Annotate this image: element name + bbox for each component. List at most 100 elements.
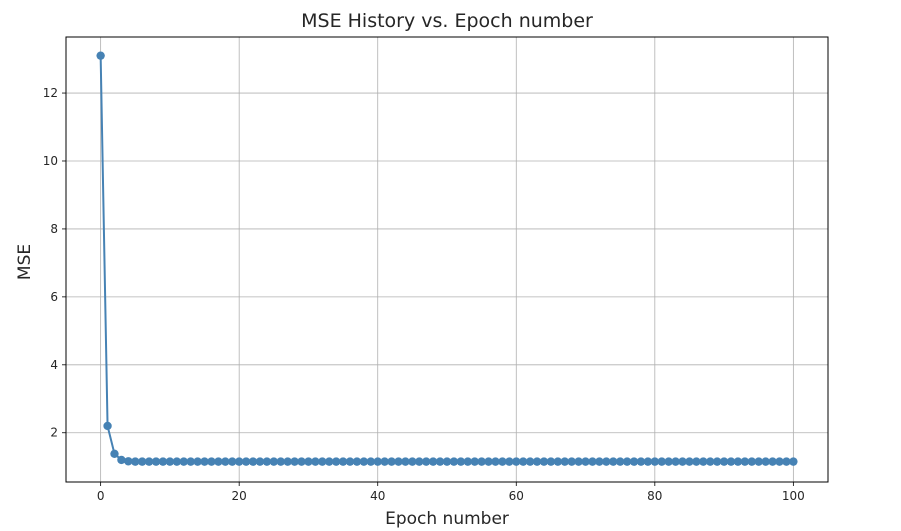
data-point [525,457,535,466]
data-point [234,457,244,466]
data-point [304,457,313,466]
data-point [387,457,396,466]
data-point [200,457,209,466]
data-point [519,457,528,466]
data-point [422,457,431,466]
x-tick-label: 40 [370,489,385,503]
data-point [491,457,500,466]
data-point [151,457,161,466]
data-point [241,457,251,466]
data-point [428,457,438,466]
plot-frame [65,36,829,483]
data-point [144,457,154,466]
data-point [248,457,258,466]
data-point [650,457,660,466]
y-tick-label: 12 [43,86,58,100]
y-axis-label: MSE [15,244,35,280]
data-point [609,457,618,466]
data-point [546,457,556,466]
x-tick-label: 20 [232,489,247,503]
data-point [165,457,175,466]
data-point [96,51,105,60]
x-tick-label: 60 [509,489,524,503]
chart-title: MSE History vs. Epoch number [301,10,593,32]
data-point [615,457,625,466]
data-point [124,457,133,466]
data-point [761,457,770,466]
data-point [449,457,459,466]
data-point [172,457,182,466]
data-point [512,457,521,466]
y-tick-label: 6 [50,290,58,304]
data-point [325,457,334,466]
data-point [193,457,202,466]
data-point [692,457,701,466]
y-tick-label: 2 [50,426,58,440]
data-point [664,457,673,466]
data-point [636,457,646,466]
y-tick-label: 8 [50,222,58,236]
y-tick-label: 4 [50,358,58,372]
data-point [685,457,694,466]
data-point [415,457,424,466]
data-point [740,457,750,466]
data-point [782,457,791,466]
data-point [345,457,355,466]
data-point [442,457,452,466]
data-point [214,457,223,466]
data-point [408,457,417,466]
data-point [747,457,756,466]
data-point [539,457,549,466]
data-point [359,457,369,466]
data-point [678,457,687,466]
data-point [269,457,279,466]
data-point [629,457,639,466]
data-point [733,457,743,466]
data-point [311,457,320,466]
data-point [186,457,195,466]
data-point [567,457,576,466]
data-point [138,457,147,466]
y-axis-ticks: 2 4 6 8 10 12 [43,86,66,440]
data-point [768,457,777,466]
data-point [498,457,507,466]
data-point [394,457,403,466]
x-axis-ticks: 0 20 40 60 80 100 [97,482,805,503]
data-point [477,457,486,466]
data-point [276,457,285,466]
data-point [470,457,479,466]
data-point [657,457,666,466]
data-point [255,457,265,466]
data-point [671,457,680,466]
x-tick-label: 0 [97,489,105,503]
data-point [117,455,126,465]
data-point [622,457,632,466]
data-point [179,457,188,466]
data-point [456,457,466,466]
data-point [754,457,763,466]
data-point [338,457,348,466]
grid-lines [66,37,828,482]
data-point [560,457,569,466]
data-point [726,457,736,466]
data-point [366,457,375,466]
data-point [318,457,327,466]
data-point [532,457,542,466]
data-point [574,457,583,466]
data-point [401,457,410,466]
data-point [775,457,784,466]
data-point [221,457,230,466]
data-point [352,457,362,466]
data-point [505,457,514,466]
data-point [706,457,715,466]
data-point [789,457,798,466]
data-point [712,457,722,466]
data-point [373,457,382,466]
data-point [103,421,112,431]
data-point [331,457,341,466]
data-point [463,457,472,466]
data-point [290,457,299,466]
data-point [588,457,597,466]
data-point [699,457,708,466]
